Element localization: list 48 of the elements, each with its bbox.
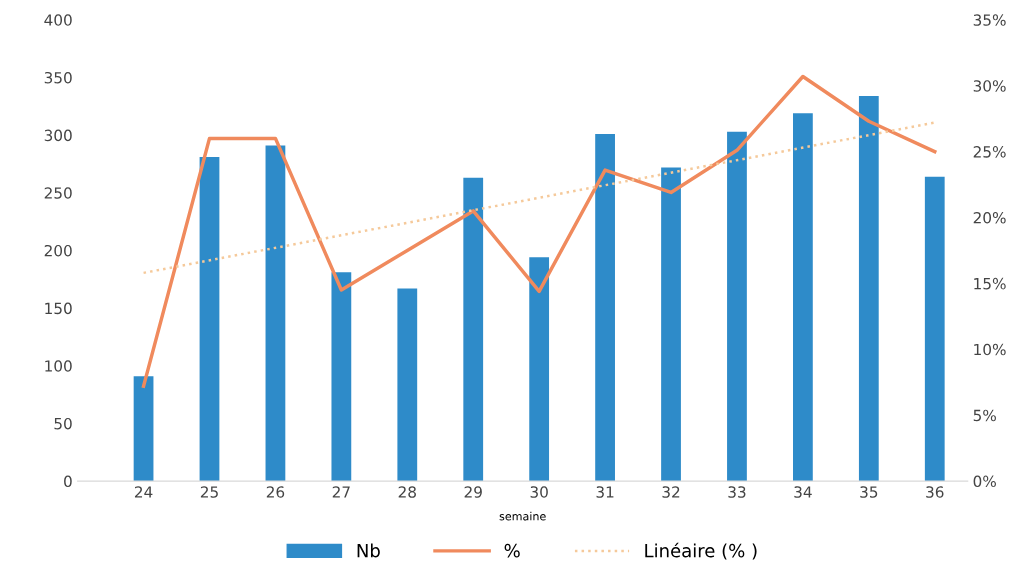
x-tick-label: 34 [794, 486, 812, 498]
x-tick-label: 33 [728, 486, 746, 498]
y-tick-label: 400 [44, 14, 72, 26]
y-tick-label: 150 [45, 302, 72, 315]
x-tick-label: 28 [398, 486, 416, 498]
y-tick-label: 250 [44, 187, 72, 199]
bar [529, 257, 550, 482]
x-tick-label: 27 [332, 486, 350, 498]
bar [793, 113, 813, 482]
bar [463, 177, 484, 482]
x-tick-label: 25 [200, 486, 218, 498]
y-tick-label: 300 [44, 129, 72, 142]
bar [595, 133, 615, 482]
y2-tick-label: 15% [974, 277, 1006, 290]
bar [265, 145, 286, 482]
y-tick-label: 0 [64, 475, 72, 488]
bar [924, 176, 945, 482]
bar [397, 288, 418, 482]
line-series [141, 74, 937, 388]
bar [858, 95, 879, 482]
bar [661, 167, 681, 482]
legend-label: Nb [357, 543, 380, 558]
legend-label: % [504, 543, 520, 558]
legend-label: Linéaire (% ) [645, 542, 757, 560]
y-tick-label: 100 [45, 360, 72, 372]
x-tick-label: 30 [530, 486, 548, 498]
y2-tick-label: 30% [973, 80, 1006, 92]
y2-tick-label: 10% [974, 343, 1006, 356]
x-axis-title: semaine [499, 511, 546, 521]
x-tick-label: 36 [926, 486, 944, 498]
y-tick-label: 50 [54, 417, 72, 430]
x-tick-label: 29 [464, 486, 482, 498]
bar [133, 376, 154, 482]
bar [331, 272, 352, 482]
y2-tick-label: 20% [973, 211, 1006, 224]
x-tick-label: 32 [662, 486, 680, 498]
y2-tick-label: 25% [973, 146, 1006, 158]
x-tick-label: 31 [596, 486, 614, 498]
x-tick-label: 24 [134, 486, 153, 498]
y-tick-label: 350 [44, 71, 72, 84]
bar [727, 131, 747, 482]
y-tick-label: 200 [44, 244, 72, 257]
x-tick-label: 26 [266, 486, 285, 498]
bar [199, 157, 220, 482]
y2-tick-label: 5% [973, 409, 996, 422]
x-tick-label: 35 [860, 486, 878, 498]
y2-tick-label: 0% [973, 475, 996, 488]
y2-tick-label: 35% [973, 14, 1006, 26]
